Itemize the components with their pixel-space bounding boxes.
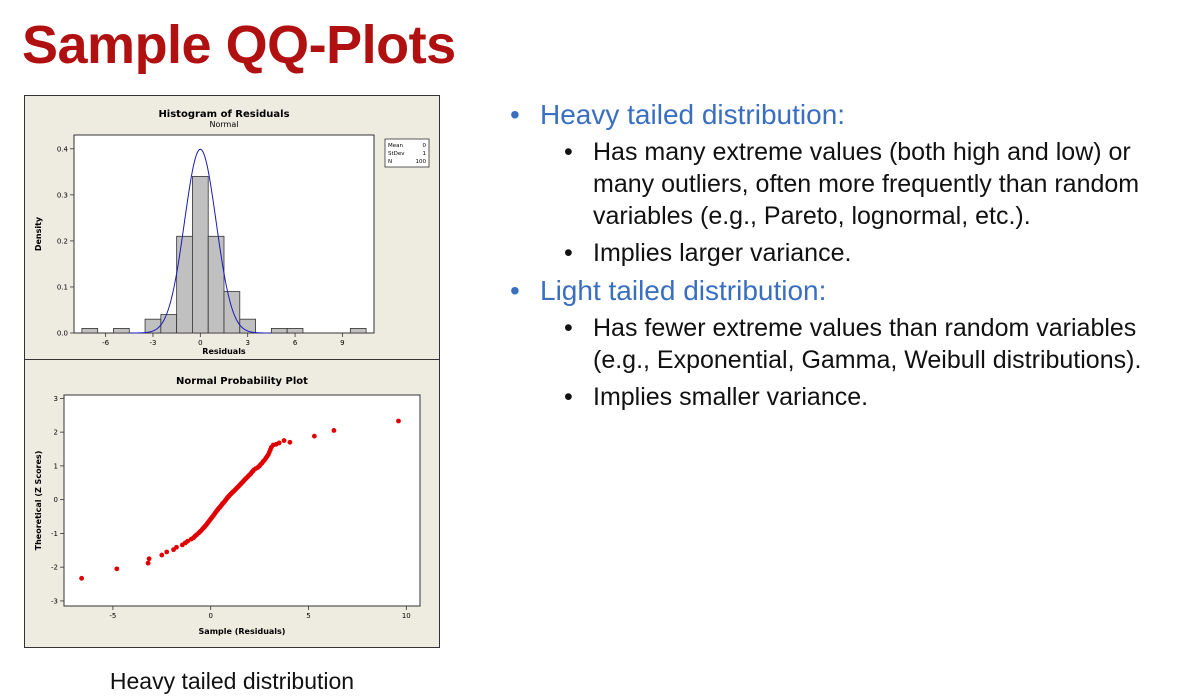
probability-plot-title: Normal Probability Plot [176, 376, 308, 387]
histogram-bar [113, 327, 130, 334]
y-tick-label: 1 [54, 462, 58, 470]
figure-caption: Heavy tailed distribution [109, 668, 355, 694]
x-tick-label: -3 [149, 339, 156, 347]
probability-x-axis-label: Sample (Residuals) [199, 627, 286, 636]
stats-value: 1 [423, 151, 427, 157]
x-tick-label: 9 [340, 339, 344, 347]
y-tick-label: 0.0 [57, 330, 68, 338]
probability-y-axis-label: Theoretical (Z Scores) [34, 451, 43, 551]
bullet-dot-icon: • [510, 275, 520, 306]
bullet-list: • Heavy tailed distribution: • Has many ex… [510, 98, 1179, 418]
bullet-dot-icon: • [510, 99, 520, 130]
y-tick-label: 2 [54, 429, 58, 437]
normal-fit-curve [129, 148, 272, 334]
qq-plot-figure: Histogram of Residuals Normal -6 -3 0 3 6 9 0.0 0… [24, 95, 440, 648]
probability-plot-area [63, 394, 421, 607]
y-tick-label: 0.4 [57, 145, 69, 153]
stats-value: 100 [416, 159, 427, 165]
histogram-bar [81, 327, 99, 334]
bullet-heavy-tailed-text: Heavy tailed distribution: [540, 99, 846, 130]
y-tick-label: -1 [51, 530, 58, 538]
subbullet-light-2: • Implies smaller variance. [564, 381, 1179, 413]
data-point [331, 428, 337, 433]
subbullet-light-1-text: Has fewer extreme values than random var… [593, 314, 1142, 374]
subbullet-heavy-1: • Has many extreme values (both high and … [564, 136, 1179, 232]
y-tick-label: 0.1 [57, 283, 68, 291]
y-tick-label: 0.3 [57, 191, 68, 199]
bullet-dot-icon: • [564, 138, 573, 166]
histogram-bar [207, 235, 225, 334]
stats-value: 0 [423, 143, 427, 149]
data-point [145, 560, 151, 566]
data-point [174, 544, 179, 550]
bullet-dot-icon: • [564, 314, 573, 342]
bullet-dot-icon: • [564, 383, 573, 411]
histogram-bar [160, 314, 178, 334]
bullet-heavy-tailed: • Heavy tailed distribution: [510, 98, 1179, 132]
histogram-subtitle: Normal [210, 120, 239, 129]
y-tick-label: -3 [51, 597, 58, 605]
bullet-light-tailed: • Light tailed distribution: [510, 274, 1179, 308]
histogram-bar [223, 291, 241, 334]
bullet-dot-icon: • [564, 239, 573, 267]
x-tick-label: 0 [208, 612, 212, 620]
subbullet-heavy-1-text: Has many extreme values (both high and l… [593, 138, 1140, 230]
subbullet-light-1: • Has fewer extreme values than random va… [564, 312, 1179, 376]
data-point [185, 538, 191, 544]
x-tick-label: 5 [306, 612, 310, 620]
histogram-bar [286, 327, 304, 334]
data-point [311, 433, 317, 439]
x-tick-label: -5 [109, 612, 116, 620]
y-tick-label: 3 [54, 395, 58, 403]
stats-label: Mean [388, 143, 403, 149]
data-point [164, 549, 170, 555]
histogram-y-axis-label: Density [34, 216, 43, 251]
histogram-bar [349, 327, 367, 334]
histogram-x-axis-label: Residuals [202, 347, 246, 356]
x-tick-label: -6 [102, 339, 110, 347]
histogram-bar [270, 327, 288, 334]
histogram-title: Histogram of Residuals [158, 109, 289, 120]
data-point [79, 575, 85, 581]
slide-title: Sample QQ-Plots [22, 15, 456, 75]
subbullet-heavy-2: • Implies larger variance. [564, 237, 1179, 269]
data-point [287, 439, 293, 445]
bullet-light-tailed-text: Light tailed distribution: [540, 275, 827, 306]
data-point [114, 566, 120, 572]
subbullet-light-2-text: Implies smaller variance. [593, 383, 869, 411]
y-tick-label: 0 [54, 496, 58, 504]
data-point [396, 418, 401, 424]
data-point [146, 556, 152, 562]
x-tick-label: 10 [402, 612, 411, 620]
y-tick-label: 0.2 [57, 237, 68, 245]
x-tick-label: 3 [245, 339, 249, 347]
histogram-plot-area [73, 134, 375, 334]
subbullet-heavy-2-text: Implies larger variance. [593, 239, 852, 267]
histogram-bar [192, 176, 209, 334]
stats-label: StDev [388, 151, 405, 157]
histogram-bar [176, 235, 193, 334]
stats-legend-box [384, 138, 430, 168]
stats-label: N [388, 159, 392, 165]
y-tick-label: -2 [51, 564, 58, 572]
data-point [276, 440, 282, 446]
data-point [281, 438, 287, 443]
x-tick-label: 0 [198, 339, 202, 347]
x-tick-label: 6 [293, 339, 298, 347]
data-point [159, 552, 165, 558]
